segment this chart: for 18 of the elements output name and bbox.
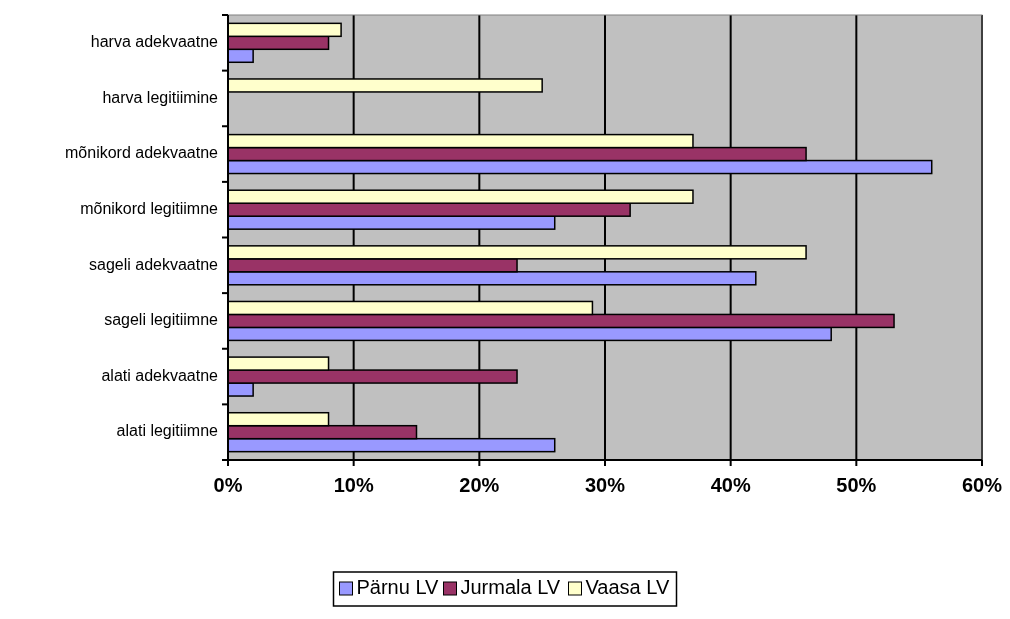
legend-label: Vaasa LV <box>585 576 670 599</box>
x-tick-label: 0% <box>213 474 243 496</box>
y-tick-label: sageli adekvaatne <box>89 255 219 273</box>
y-tick-label: harva legitiimine <box>102 88 219 106</box>
x-tick-label: 10% <box>333 474 374 496</box>
x-tick-label: 30% <box>584 474 626 496</box>
y-tick-label: alati legitiimne <box>116 422 219 440</box>
x-tick-label: 60% <box>961 474 1003 496</box>
y-tick-label: alati adekvaatne <box>101 366 219 384</box>
x-tick-label: 40% <box>710 474 751 496</box>
legend-label: Jurmala LV <box>460 576 561 599</box>
y-tick-label: mõnikord adekvaatne <box>65 144 219 162</box>
legend-label: Pärnu LV <box>356 576 440 599</box>
y-tick-label: harva adekvaatne <box>90 33 219 51</box>
x-tick-label: 20% <box>459 474 500 496</box>
y-tick-label: sageli legitiimne <box>104 311 219 329</box>
y-tick-label: mõnikord legitiimne <box>80 199 219 217</box>
x-tick-label: 50% <box>836 474 877 496</box>
